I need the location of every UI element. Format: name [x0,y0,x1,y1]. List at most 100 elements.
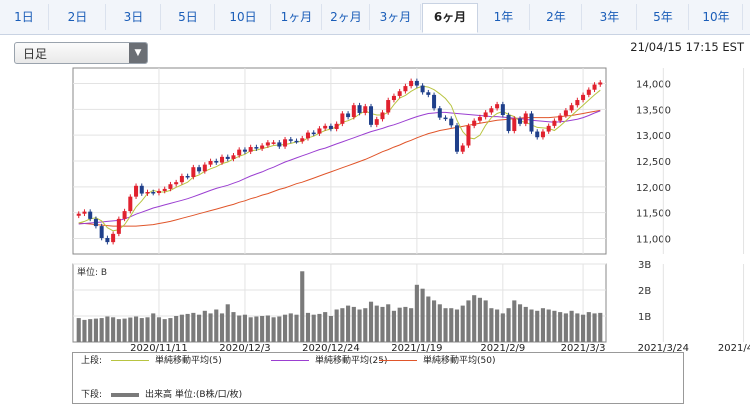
volume-bar-51 [368,301,374,342]
volume-bar-19 [185,313,190,342]
chevron-down-icon[interactable]: ▼ [129,43,147,63]
volume-bar-20 [191,312,196,342]
period-tabs: 1日 2日 3日 5日 10日 1ヶ月 2ヶ月 3ヶ月 6ヶ月 1年 2年 3年 5年 10年 [0,0,750,35]
candle-body-66 [454,125,459,152]
volume-bar-15 [162,319,167,342]
candle-body-86 [569,105,574,111]
volume-bar-65 [449,308,454,342]
candle-body-0 [76,213,81,216]
tab-11[interactable]: 3年 [583,4,637,30]
volume-bar-31 [254,316,259,342]
candle-body-57 [403,86,408,92]
candle-body-29 [242,149,247,152]
volume-bar-21 [197,314,202,342]
candle-body-52 [374,119,379,125]
volume-bar-52 [374,305,379,342]
candle-body-65 [449,118,454,126]
candle-body-26 [225,156,230,159]
volume-bar-83 [552,310,557,342]
tab-13[interactable]: 10年 [690,4,743,30]
volume-bar-57 [403,306,408,342]
volume-bar-2 [88,319,93,342]
tab-2[interactable]: 3日 [107,4,161,30]
candle-body-60 [420,85,425,93]
legend-ma25: 単純移動平均(25) [271,355,387,367]
legend-ma25-label: 単純移動平均(25) [315,356,388,366]
volume-bar-74 [500,313,505,342]
volume-bar-34 [271,317,276,342]
volume-bar-41 [311,314,316,342]
volume-bar-64 [443,308,448,342]
candle-body-75 [506,115,511,132]
candle-body-17 [174,182,179,185]
candle-body-84 [558,115,563,121]
volume-bar-59 [414,284,419,342]
candle-body-47 [346,113,351,118]
volume-panel-frame [72,263,607,343]
candle-body-45 [334,123,339,129]
tab-8[interactable]: 6ヶ月 [422,3,478,33]
candle-body-76 [512,118,517,132]
volume-bar-53 [380,306,385,342]
x-tick-label-5: 2021/3/3 [561,343,606,352]
candle-body-3 [93,218,98,227]
ma5-line [78,85,601,232]
x-tick-label-1: 2020/12/3 [219,343,270,352]
interval-select[interactable]: 日足 ▼ [14,42,148,64]
volume-bar-78 [523,306,528,342]
tab-6[interactable]: 2ヶ月 [323,4,370,30]
candle-body-85 [563,110,568,116]
volume-bar-30 [248,317,253,342]
candle-body-18 [179,175,184,183]
candle-body-37 [288,139,293,141]
candle-body-48 [351,105,356,118]
tab-1[interactable]: 2日 [50,4,106,30]
x-tick-label-6: 2021/3/24 [638,343,689,352]
volume-bar-6 [111,317,116,342]
tab-5[interactable]: 1ヶ月 [272,4,322,30]
candle-body-43 [323,125,328,129]
tab-4[interactable]: 10日 [216,4,271,30]
chart-svg: 11,000 11,500 12,000 12,500 13,000 13,500 14,0… [72,67,750,352]
x-tick-label-3: 2021/1/19 [391,343,442,352]
volume-bar-47 [346,305,351,342]
candle-body-73 [495,104,500,109]
candle-body-36 [283,139,288,147]
volume-bar-11 [139,318,144,342]
volume-bar-70 [477,297,482,342]
candle-body-69 [472,120,477,126]
tab-0[interactable]: 1日 [0,4,49,30]
candle-body-6 [111,233,116,243]
tab-10[interactable]: 2年 [531,4,582,30]
tab-3[interactable]: 5日 [162,4,215,30]
volume-bar-71 [483,300,488,342]
legend-ma50: 単純移動平均(50) [379,355,495,367]
volume-bar-13 [151,313,156,342]
candle-body-88 [581,94,586,101]
volume-bar-91 [598,312,603,342]
candle-body-89 [586,89,591,95]
candle-body-46 [340,113,345,124]
tab-7[interactable]: 3ヶ月 [371,4,421,30]
legend-volume-line [111,392,139,397]
legend-volume: 出来高 単位:(B株/口/枚) [111,389,242,401]
candle-body-20 [191,167,196,178]
x-tick-label-2: 2020/12/24 [302,343,360,352]
volume-bar-81 [540,308,546,342]
volume-bar-90 [592,313,597,342]
candle-body-51 [369,106,374,125]
candle-body-2 [88,211,93,219]
candle-body-91 [598,82,603,85]
volume-bar-72 [489,308,494,342]
volume-bar-66 [454,309,460,342]
volume-bar-40 [305,312,311,342]
interval-select-value: 日足 [23,47,48,61]
volume-bar-44 [328,316,333,342]
candle-body-81 [540,131,545,138]
price-tick-label-6: 14,000 [636,80,671,91]
volume-bar-5 [105,316,110,342]
x-tick-label-7: 2021/4/15 [718,343,750,352]
volume-bar-48 [351,306,356,342]
tab-12[interactable]: 5年 [638,4,689,30]
tab-9[interactable]: 1年 [478,4,530,30]
